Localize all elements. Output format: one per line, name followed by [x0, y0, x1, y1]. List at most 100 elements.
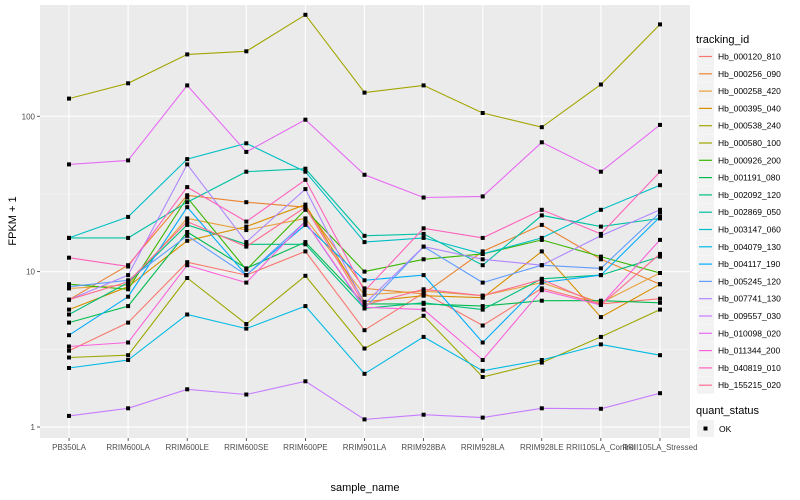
data-point: [480, 293, 485, 298]
data-point: [185, 260, 190, 265]
data-point: [539, 140, 544, 145]
data-point: [539, 207, 544, 212]
data-point: [244, 141, 249, 146]
data-point: [421, 231, 426, 236]
data-point: [185, 230, 190, 234]
data-point: [421, 293, 426, 298]
y-axis-title: FPKM + 1: [7, 196, 19, 245]
x-tick-label: RRIM600PE: [283, 443, 327, 452]
data-point: [658, 254, 662, 259]
x-tick-label: RRIM928BA: [401, 443, 446, 452]
data-point: [126, 284, 131, 289]
y-tick-label: 1: [31, 423, 36, 432]
data-point: [244, 242, 249, 247]
data-point: [303, 169, 308, 174]
data-point: [598, 257, 603, 262]
data-point: [126, 353, 131, 358]
data-point: [539, 222, 544, 227]
x-tick-label: RRIM600SE: [224, 443, 268, 452]
data-point: [421, 273, 426, 278]
data-point: [421, 195, 426, 200]
data-point: [539, 288, 544, 293]
data-point: [67, 307, 71, 312]
data-point: [421, 226, 426, 231]
data-point: [539, 358, 544, 362]
data-point: [480, 304, 485, 309]
data-point: [658, 282, 662, 287]
data-point: [480, 375, 485, 379]
data-point: [658, 251, 662, 256]
data-point: [126, 406, 131, 411]
legend-label: Hb_040819_010: [718, 363, 781, 373]
data-point: [421, 287, 426, 292]
data-point: [658, 210, 662, 215]
data-point: [539, 298, 544, 303]
data-point: [658, 296, 662, 301]
data-point: [362, 328, 367, 333]
data-point: [658, 169, 662, 174]
data-point: [539, 360, 544, 365]
legend-label: Hb_000580_100: [718, 138, 781, 148]
data-point: [598, 315, 603, 320]
legend-label: Hb_000256_090: [718, 69, 781, 79]
data-point: [185, 276, 190, 280]
data-point: [126, 287, 131, 292]
x-tick-label: RRIM600LE: [165, 443, 209, 452]
data-point: [126, 294, 131, 299]
data-point: [244, 244, 249, 249]
data-point: [244, 326, 249, 331]
data-point: [303, 242, 308, 247]
data-point: [421, 307, 426, 312]
data-point: [658, 307, 662, 312]
data-point: [303, 273, 308, 278]
data-point: [480, 323, 485, 328]
data-point: [362, 269, 367, 274]
data-point: [598, 406, 603, 411]
data-point: [126, 304, 131, 309]
data-point: [185, 222, 190, 227]
legend-label: Hb_000926_200: [718, 155, 781, 165]
data-point: [598, 207, 603, 212]
data-point: [185, 238, 190, 243]
data-point: [126, 358, 131, 362]
data-point: [658, 22, 662, 27]
data-point: [539, 235, 544, 240]
data-point: [658, 237, 662, 242]
data-point: [362, 278, 367, 283]
data-point: [362, 371, 367, 376]
data-point: [480, 307, 485, 312]
data-point: [362, 305, 367, 310]
shape-legend-point: [703, 426, 708, 431]
legend-label: Hb_002869_050: [718, 207, 781, 217]
legend-label: Hb_155215_020: [718, 380, 781, 390]
data-point: [598, 298, 603, 303]
data-point: [480, 263, 485, 268]
legend-title: tracking_id: [696, 34, 749, 46]
data-point: [480, 280, 485, 285]
x-tick-label: RRIM928LE: [520, 443, 564, 452]
data-point: [598, 342, 603, 347]
data-point: [362, 292, 367, 297]
data-point: [67, 162, 71, 167]
data-point: [67, 235, 71, 240]
data-point: [244, 266, 249, 271]
x-tick-label: RRIM600LA: [106, 443, 150, 452]
data-point: [658, 183, 662, 188]
data-point: [480, 358, 485, 362]
data-point: [539, 213, 544, 218]
data-point: [539, 263, 544, 268]
data-point: [658, 207, 662, 212]
data-point: [362, 90, 367, 95]
legend-label: Hb_003147_060: [718, 225, 781, 235]
data-point: [67, 355, 71, 360]
legend-label: Hb_001191_080: [718, 173, 781, 183]
data-point: [126, 214, 131, 219]
data-point: [244, 219, 249, 224]
data-point: [303, 202, 308, 207]
data-point: [185, 263, 190, 268]
data-point: [303, 177, 308, 182]
data-point: [480, 111, 485, 115]
data-point: [598, 266, 603, 271]
data-point: [185, 216, 190, 221]
legend-label: Hb_004079_130: [718, 242, 781, 252]
